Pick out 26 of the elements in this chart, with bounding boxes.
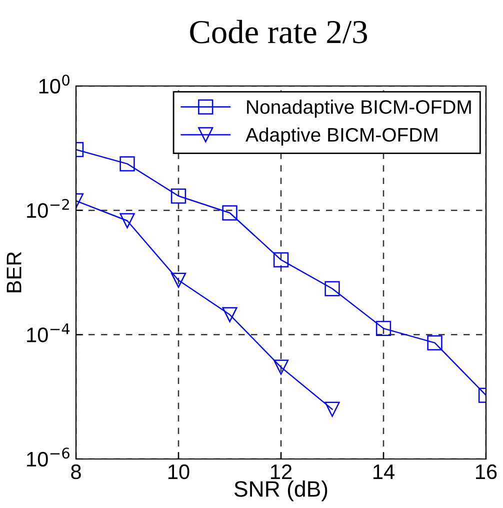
x-tick-label: 14 xyxy=(374,464,394,479)
point xyxy=(376,320,392,336)
point xyxy=(273,252,289,268)
x-axis-title: SNR (dB) xyxy=(234,480,328,502)
point xyxy=(222,307,238,322)
x-tick-label: 16 xyxy=(476,464,497,480)
point xyxy=(324,402,340,417)
legend-label: Adaptive BICM-OFDM xyxy=(246,127,438,146)
y-tick-label: 10$^{−4}$ xyxy=(27,323,70,342)
point xyxy=(273,360,289,375)
y-axis-title: BER xyxy=(6,252,22,292)
chart-title: Code rate 2/3 xyxy=(190,20,367,44)
x-tick-label: 12 xyxy=(271,464,292,479)
point xyxy=(222,205,238,220)
legend-label: Nonadaptive BICM-OFDM xyxy=(247,100,471,118)
x-tick-label: 10 xyxy=(168,464,190,480)
y-tick-label: 10$^{−2}$ xyxy=(27,198,69,218)
y-tick-label: 10$^{0}$ xyxy=(39,74,70,94)
y-tick-label: 10$^{−6}$ xyxy=(27,448,70,467)
point xyxy=(170,272,186,288)
point xyxy=(120,156,135,172)
x-tick-label: 8 xyxy=(71,464,81,480)
point xyxy=(324,281,340,296)
point xyxy=(120,213,135,228)
point xyxy=(170,188,186,204)
point xyxy=(427,335,442,350)
